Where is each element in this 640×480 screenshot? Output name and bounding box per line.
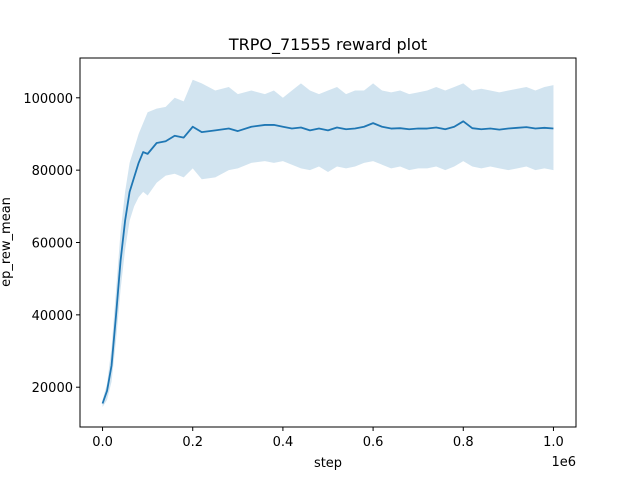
x-axis-label: step [314, 456, 342, 471]
chart-title: TRPO_71555 reward plot [228, 35, 427, 55]
confidence-band [102, 79, 554, 408]
x-tick-label: 0.6 [363, 435, 384, 450]
y-axis-label: ep_rew_mean [0, 197, 14, 287]
y-tick-label: 20000 [32, 381, 73, 396]
x-tick-label: 0.8 [453, 435, 474, 450]
x-tick-label: 1.0 [543, 435, 564, 450]
ticks-layer: 0.0 0.2 0.4 0.6 0.8 1.0 20000 40000 60000 80000 10… [23, 92, 563, 450]
x-tick-label: 0.4 [273, 435, 294, 450]
plot-band-layer [102, 79, 554, 408]
series-line [101, 120, 554, 404]
y-tick-label: 80000 [32, 164, 73, 179]
y-tick-label: 40000 [32, 309, 73, 324]
x-tick-label: 0.0 [92, 435, 113, 450]
x-tick-label: 0.2 [182, 435, 203, 450]
y-tick-label: 100000 [23, 92, 73, 107]
x-offset-label: 1e6 [551, 455, 576, 470]
y-tick-label: 60000 [32, 237, 73, 252]
plot-line-layer [101, 120, 554, 404]
